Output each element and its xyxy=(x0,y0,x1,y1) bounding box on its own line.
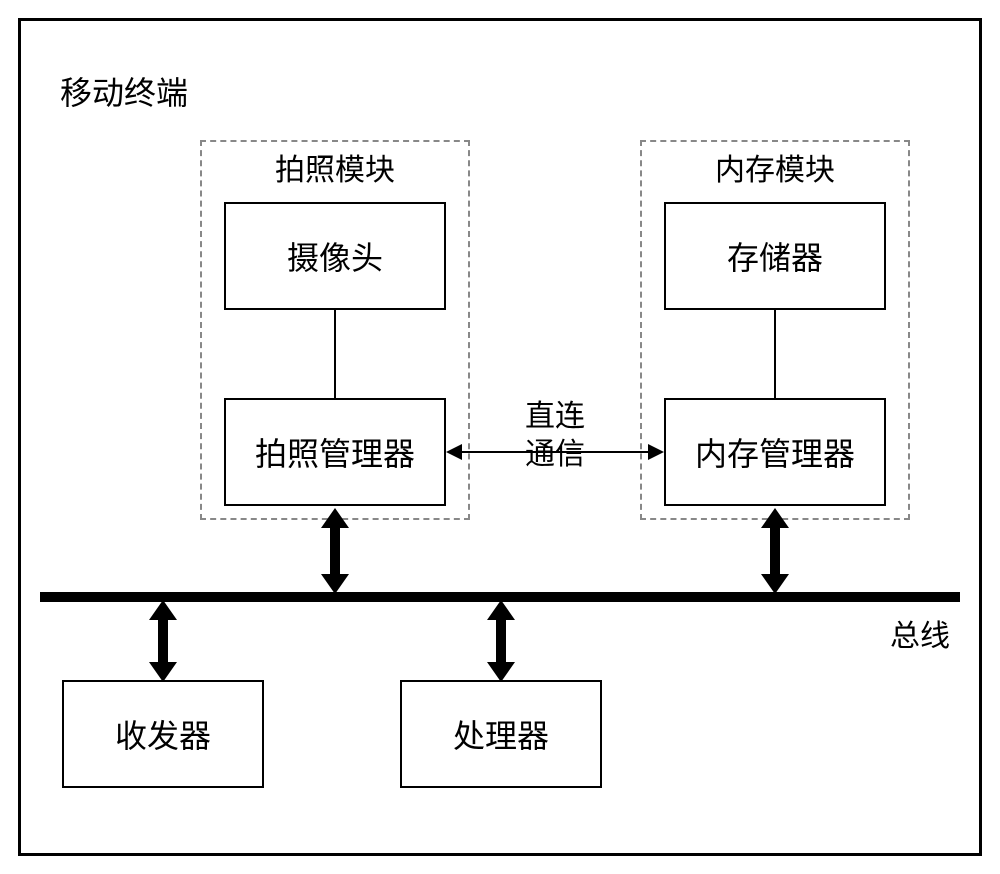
storage-label: 存储器 xyxy=(727,233,823,279)
arrow-photomgr-bus xyxy=(319,508,351,594)
camera-label: 摄像头 xyxy=(287,233,383,279)
arrow-processor-bus xyxy=(485,600,517,682)
storage-box: 存储器 xyxy=(664,202,886,310)
memory-manager-label: 内存管理器 xyxy=(695,429,855,475)
storage-to-memmgr-line xyxy=(774,310,776,398)
camera-box: 摄像头 xyxy=(224,202,446,310)
photo-manager-label: 拍照管理器 xyxy=(255,429,415,475)
bus-label: 总线 xyxy=(890,618,950,656)
photo-manager-box: 拍照管理器 xyxy=(224,398,446,506)
arrow-transceiver-bus xyxy=(147,600,179,682)
processor-box: 处理器 xyxy=(400,680,602,788)
arrow-memmgr-bus xyxy=(759,508,791,594)
diagram-title: 移动终端 xyxy=(60,68,188,114)
memory-manager-box: 内存管理器 xyxy=(664,398,886,506)
memory-module-title: 内存模块 xyxy=(698,152,852,190)
transceiver-box: 收发器 xyxy=(62,680,264,788)
photo-module-title: 拍照模块 xyxy=(258,152,412,190)
transceiver-label: 收发器 xyxy=(115,711,211,757)
direct-link-label: 直连 通信 xyxy=(520,398,590,473)
processor-label: 处理器 xyxy=(453,711,549,757)
camera-to-photomgr-line xyxy=(334,310,336,398)
